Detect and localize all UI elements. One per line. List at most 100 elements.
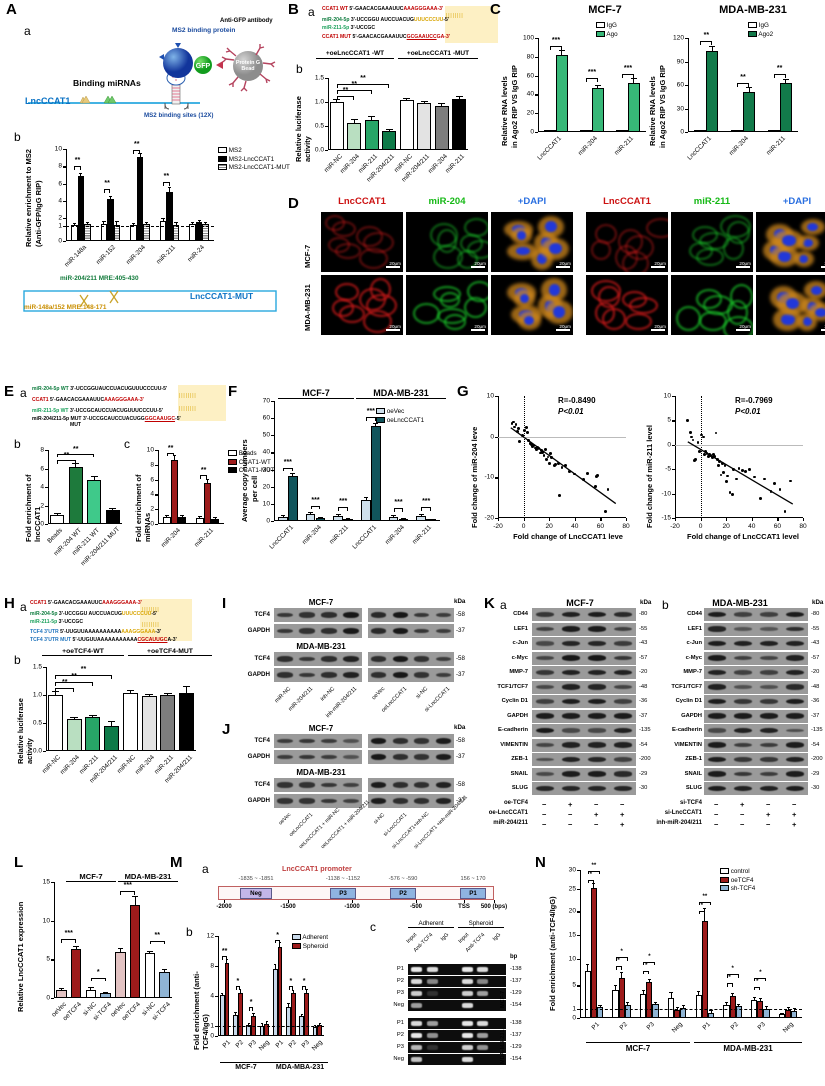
dapi-nucleus (524, 315, 535, 326)
scatter-point (731, 493, 734, 496)
y-tick (51, 920, 54, 922)
y-tick-label: 0.0 (314, 146, 324, 154)
chart-ec-ylabel: Fold enrichment of miRNAs (134, 474, 152, 543)
y-tick (685, 38, 688, 40)
legend-item-shtcf4: sh-TCF4 (720, 885, 755, 892)
significance-marker: ** (134, 140, 140, 148)
blot-band (321, 738, 337, 744)
error-bar (704, 909, 706, 921)
kda-value: -57 (811, 654, 820, 661)
bar (166, 192, 173, 241)
blot-band (561, 771, 581, 777)
confocal-image: 20μm (671, 275, 753, 335)
error-cap (73, 946, 79, 947)
kda-value: -80 (811, 611, 820, 617)
error-bar (288, 1004, 289, 1007)
blot-protein-label-b: E-cadherin (672, 727, 702, 733)
blot-band (707, 771, 727, 777)
blot-protein-label: TCF4 (254, 781, 270, 788)
panel-m-gel: Adherent Spheroid Input Anti-TCF4 IgG Input An… (382, 920, 530, 1086)
gel-band (461, 1045, 473, 1050)
bar (640, 993, 647, 1018)
x-axis-label: miR-204 (727, 135, 750, 158)
significance-bracket (166, 452, 175, 457)
bar (130, 224, 137, 241)
blot-band (435, 656, 451, 662)
cytoplasm-signal (699, 232, 730, 251)
significance-bracket (700, 41, 713, 46)
blot-band (414, 782, 430, 788)
scatter-point (720, 461, 724, 465)
chart-c-right-ylabel2: in Ago2 RIP VS IgG RIP (658, 65, 667, 148)
gel-band (477, 979, 488, 984)
kda-value: -58 (456, 611, 465, 618)
seq-h-tcf4-utr-mut: TCF4 3'UTR MUT 5'-UUGUUAAAAAAAAAAACGCAUU… (30, 636, 177, 643)
legend-item-oetcf4: oeTCF4 (720, 877, 755, 884)
significance-marker: * (276, 931, 279, 939)
seq-mir-204-211-mut: miR-204/211-5p MUT 3'-UCCGCAUCCUACUGGGGC… (32, 416, 181, 422)
scatter-point (513, 425, 517, 429)
blot-band (435, 738, 451, 744)
baseline-dashed (66, 226, 214, 228)
chart-c-left-ylabel2: in Ago2 RIP VS IgG RIP (510, 65, 519, 148)
y-tick-label: 120 (672, 34, 684, 42)
dapi-nucleus (777, 251, 792, 262)
blot-mcf7-right-1 (368, 624, 454, 638)
scatter-point (528, 441, 532, 445)
error-bar (587, 965, 589, 971)
blot-k-b-7 (704, 709, 808, 723)
panel-l-group-right: MDA-MB-231 (118, 872, 178, 882)
kda-value: -58 (456, 737, 465, 744)
promoter-region-coords: -576 ~ -590 (388, 876, 418, 882)
blot-band (613, 684, 633, 690)
y-tick-label: 0 (266, 517, 270, 525)
y-tick (325, 78, 328, 80)
x-tick (675, 518, 677, 521)
gel-band (426, 1021, 438, 1026)
error-bar (214, 518, 216, 519)
cytoplasm-signal (730, 283, 753, 309)
significance-marker: * (96, 968, 100, 976)
error-bar (73, 717, 75, 720)
x-axis (46, 749, 196, 751)
seq-h-tcf4-utr: TCF4 3'UTR 5'-UUGUUAAAAAAAAAAAAAGGGAAA-3… (30, 628, 162, 635)
significance-marker: *** (551, 36, 561, 44)
panel-m-sub-b: b (186, 925, 193, 939)
bar (290, 993, 296, 1036)
blot-band (299, 612, 315, 618)
group-header-mut: +oeLncCCAT1 -MUT (398, 50, 478, 59)
significance-bracket-2 (643, 961, 656, 966)
y-tick (685, 61, 688, 63)
blot-band (277, 754, 293, 760)
legend-item-igg: IgG (596, 22, 618, 29)
gel-row-label: Neg (393, 1002, 404, 1008)
error-bar (337, 515, 339, 516)
bar (778, 1014, 786, 1018)
error-cap (174, 221, 178, 223)
promoter-region-coords: -1835 ~ -1851 (238, 876, 274, 882)
dapi-nucleus (781, 313, 795, 326)
scatter-point (705, 452, 709, 455)
blot-k-b-1 (704, 622, 808, 636)
cytoplasm-signal (598, 286, 621, 309)
bar (729, 996, 736, 1018)
bar (452, 98, 467, 150)
x-tick-label: 20 (545, 523, 553, 530)
scatter-point (568, 470, 572, 474)
error-cap (161, 969, 168, 971)
blot-title-mda: MDA-MB-231 (296, 768, 346, 777)
promoter-axis-label: 500 (bps) (480, 904, 508, 910)
y-tick-label: 10 (262, 500, 270, 508)
significance-bracket (586, 78, 598, 83)
blot-band (733, 612, 753, 617)
blot-band (733, 655, 753, 661)
y-tick (672, 469, 675, 471)
bar (417, 102, 432, 150)
error-cap (90, 475, 98, 477)
error-cap (420, 101, 428, 102)
y-tick-label: 40 (526, 90, 534, 98)
scatter-point (554, 462, 557, 466)
error-cap (205, 478, 210, 480)
kda-value: -30 (639, 785, 648, 791)
bar (779, 83, 792, 132)
